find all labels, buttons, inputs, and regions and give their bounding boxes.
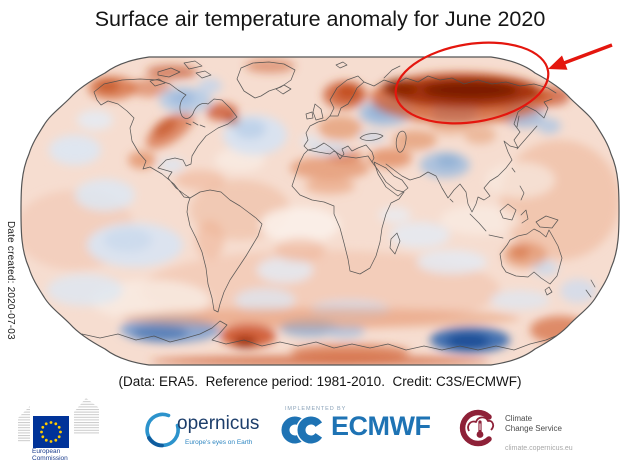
eu-label-line1: European bbox=[32, 448, 61, 455]
map-border bbox=[20, 56, 620, 366]
europe-coast bbox=[303, 115, 331, 151]
continent-outlines bbox=[81, 60, 596, 351]
eu-mosaic-right bbox=[74, 398, 99, 434]
ecmwf-icon bbox=[281, 415, 324, 445]
c3s-icon bbox=[459, 409, 495, 447]
page-title: Surface air temperature anomaly for June… bbox=[94, 7, 546, 31]
caspian-sea bbox=[395, 130, 407, 153]
africa-outline bbox=[291, 149, 405, 275]
sakhalin-outline bbox=[516, 115, 520, 128]
arctic-islands bbox=[149, 60, 212, 87]
data-credit-caption: (Data: ERA5. Reference period: 1981-2010… bbox=[118, 374, 522, 389]
eu-mosaic-left bbox=[18, 406, 30, 442]
north-america-outline bbox=[93, 78, 238, 199]
borneo-outline bbox=[499, 203, 517, 221]
copernicus-logo: opernicus Europe's eyes on Earth bbox=[143, 404, 273, 458]
eu-label-line2: Commission bbox=[32, 455, 68, 462]
black-sea bbox=[359, 133, 384, 141]
sumatra-java bbox=[469, 213, 504, 239]
eu-flag-icon bbox=[33, 416, 69, 448]
taiwan-srilanka bbox=[449, 167, 516, 203]
asia-north-coast bbox=[363, 75, 557, 94]
copernicus-swoosh-icon bbox=[145, 412, 180, 448]
philippines-outline bbox=[519, 185, 525, 201]
highlight-arrow-head bbox=[548, 55, 568, 70]
asia-east-coast bbox=[385, 98, 553, 213]
sulawesi-outline bbox=[520, 209, 529, 224]
c3s-label-line1: Climate bbox=[505, 414, 533, 423]
climate-change-service-logo: Climate Change Service climate.copernicu… bbox=[455, 403, 605, 465]
ecmwf-wordmark: ECMWF bbox=[331, 411, 431, 441]
iceland-outline bbox=[275, 84, 292, 95]
south-america-outline bbox=[186, 189, 263, 313]
date-created-note: Date created: 2020-07-03 bbox=[5, 221, 16, 340]
anomaly-blobs bbox=[21, 59, 619, 365]
madagascar-outline bbox=[389, 232, 401, 255]
eu-label: European Commission bbox=[32, 448, 68, 462]
c3s-label-line2: Change Service bbox=[505, 424, 562, 433]
antarctica-coast bbox=[81, 320, 559, 351]
map-fill-area bbox=[21, 57, 619, 365]
arabia-outline bbox=[373, 161, 409, 197]
svalbard-outline bbox=[335, 61, 348, 69]
highlight-ellipse-annotation bbox=[394, 41, 550, 125]
eu-flag-stars bbox=[40, 421, 62, 443]
copernicus-wordmark: opernicus bbox=[177, 413, 260, 434]
ecmwf-logo: IMPLEMENTED BY ECMWF bbox=[281, 406, 451, 458]
new-zealand-outline bbox=[585, 279, 596, 298]
mediterranean-coast bbox=[307, 142, 375, 163]
c3s-url: climate.copernicus.eu bbox=[505, 445, 573, 452]
new-guinea-outline bbox=[535, 215, 559, 229]
greenland-outline bbox=[236, 61, 296, 99]
eu-logo-graphic bbox=[18, 398, 99, 450]
australia-outline bbox=[499, 228, 563, 285]
japan-outline bbox=[516, 125, 538, 150]
tasmania-outline bbox=[544, 286, 553, 296]
great-lakes bbox=[185, 121, 206, 128]
uk-ireland-outline bbox=[305, 103, 324, 121]
european-commission-logo: European Commission bbox=[18, 396, 143, 466]
highlight-arrow-shaft bbox=[563, 43, 613, 65]
novaya-zemlya bbox=[383, 65, 401, 79]
copernicus-tagline: Europe's eyes on Earth bbox=[185, 439, 253, 446]
implemented-by-label: IMPLEMENTED BY bbox=[285, 406, 347, 412]
